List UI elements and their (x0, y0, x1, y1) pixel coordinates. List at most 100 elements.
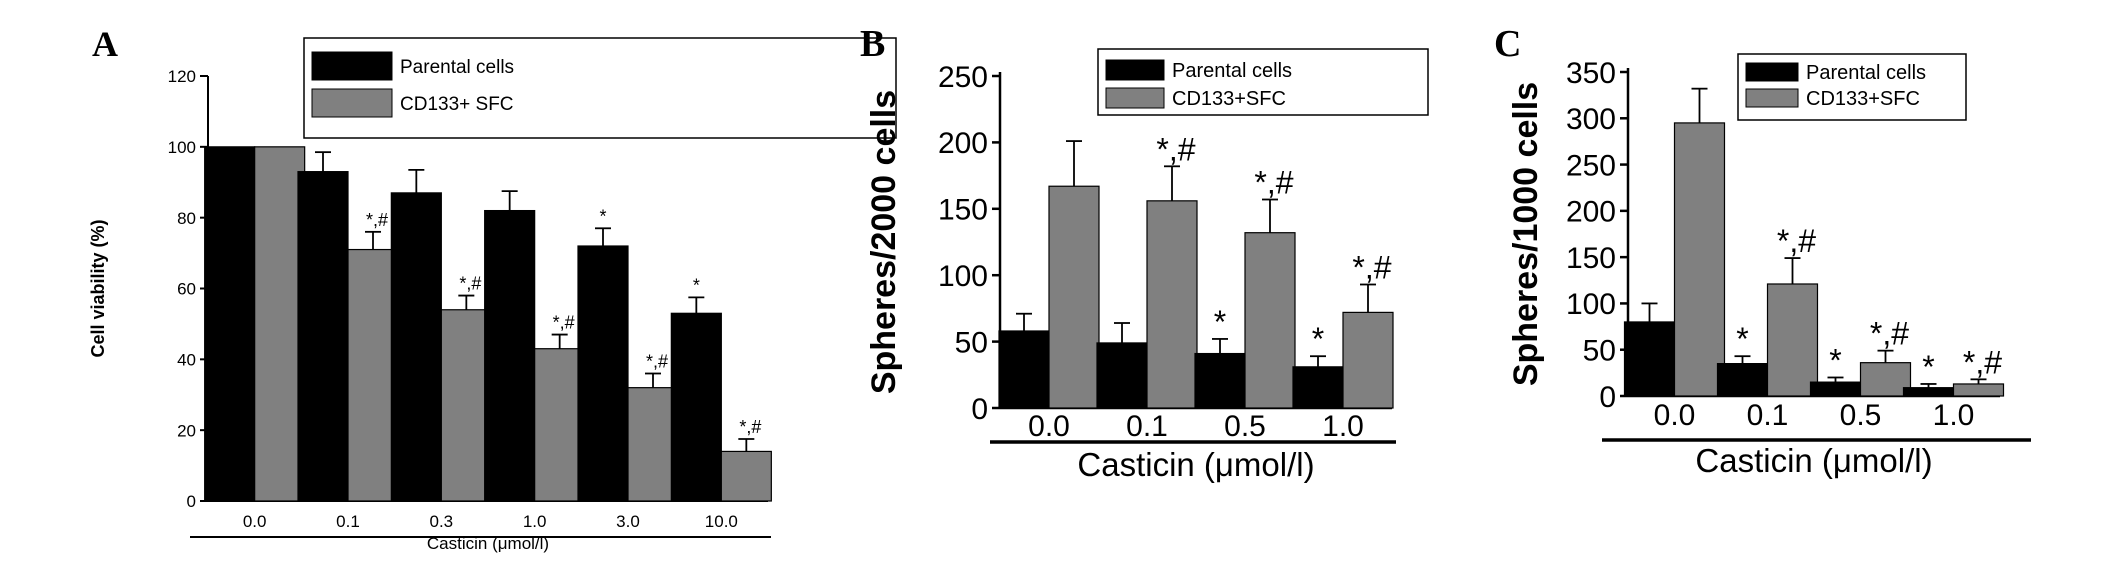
bar-parental-cells (1716, 363, 1769, 397)
legend-label: CD133+SFC (1806, 88, 1920, 110)
y-tick-label: 100 (1566, 288, 1616, 321)
legend-label: Parental cells (1172, 60, 1292, 82)
bar-parental-cells (297, 171, 349, 502)
significance-label: *,# (1156, 131, 1195, 167)
y-axis-label: Spheres/1000 cells (1507, 82, 1545, 386)
x-axis-label: Casticin (μmol/l) (1077, 446, 1314, 483)
bar-parental-cells (998, 330, 1050, 409)
significance-label: *,# (739, 417, 761, 437)
significance-label: *,# (459, 274, 481, 294)
significance-label: * (1829, 342, 1841, 378)
bar-cd133-sfc (1244, 232, 1296, 409)
legend-label: Parental cells (400, 57, 514, 78)
bar-cd133-sfc (1048, 185, 1100, 409)
x-tick-label: 0.0 (1654, 399, 1696, 432)
legend-swatch (311, 88, 393, 118)
legend-swatch (1105, 87, 1165, 109)
significance-label: *,# (646, 352, 668, 372)
bar-parental-cells (390, 192, 442, 502)
legend-label: Parental cells (1806, 62, 1926, 84)
significance-label: *,# (1870, 316, 1909, 352)
y-tick-label: 0 (1599, 381, 1616, 414)
legend-swatch (1105, 59, 1165, 81)
panel-letter: C (1494, 23, 1521, 65)
chart-panel-b: B 0 50 100 150 200 250 Spheres/2000 cells 0.0 0.1… (860, 23, 1429, 483)
legend-label: CD133+ SFC (400, 94, 514, 115)
bar-parental-cells (1902, 387, 1955, 397)
legend-swatch (1745, 88, 1799, 108)
significance-label: * (1736, 321, 1748, 357)
y-tick-label: 80 (177, 209, 196, 228)
y-tick-label: 60 (177, 280, 196, 299)
bar-cd133-sfc (1146, 200, 1198, 409)
x-tick-label: 0.1 (1747, 399, 1789, 432)
significance-label: *,# (1777, 223, 1816, 259)
significance-label: * (599, 206, 606, 226)
significance-label: *,# (1963, 344, 2002, 380)
y-tick-label: 120 (168, 67, 196, 86)
legend-box (303, 37, 897, 139)
x-tick-label: 0.1 (1126, 410, 1168, 443)
y-tick-label: 0 (971, 393, 988, 426)
x-tick-label: 1.0 (1933, 399, 1975, 432)
y-tick-label: 40 (177, 350, 196, 369)
x-tick-label: 0.0 (1028, 410, 1070, 443)
bar-cd133-sfc (254, 146, 306, 502)
x-tick-label: 10.0 (705, 512, 738, 531)
bar-parental-cells (670, 312, 722, 502)
panel-letter: A (92, 24, 118, 64)
bar-parental-cells (1096, 342, 1148, 409)
x-tick-label: 0.5 (1840, 399, 1882, 432)
y-tick-label: 150 (938, 194, 988, 227)
bar-cd133-sfc (440, 309, 492, 502)
y-tick-label: 50 (955, 326, 988, 359)
y-tick-label: 300 (1566, 103, 1616, 136)
bar-cd133-sfc (347, 248, 399, 502)
y-tick-label: 150 (1566, 242, 1616, 275)
bar-parental-cells (1194, 352, 1246, 409)
legend-label: CD133+SFC (1172, 88, 1286, 110)
bar-parental-cells (1623, 321, 1676, 397)
chart-panel-c: C 0 50 100 150 200 250 300 350 Spheres/1000 cells… (1494, 23, 2031, 479)
y-tick-label: 250 (938, 61, 988, 94)
bar-cd133-sfc (534, 348, 586, 502)
x-tick-label: 0.0 (243, 512, 267, 531)
y-tick-label: 200 (938, 127, 988, 160)
significance-label: *,# (366, 210, 388, 230)
chart-panel-a: A 0 20 40 60 80 100 120 Cell viability (%) 0.0 0.1… (88, 24, 897, 553)
bar-parental-cells (484, 209, 536, 502)
x-tick-label: 1.0 (1322, 410, 1364, 443)
y-axis-label: Spheres/2000 cells (865, 90, 903, 394)
bar-parental-cells (1809, 381, 1862, 397)
y-tick-label: 0 (187, 492, 196, 511)
y-tick-label: 20 (177, 421, 196, 440)
bar-cd133-sfc (1859, 362, 1912, 397)
significance-label: * (1312, 321, 1324, 357)
panel-letter: B (860, 23, 885, 65)
x-tick-label: 0.1 (336, 512, 360, 531)
x-tick-label: 0.3 (430, 512, 454, 531)
bar-cd133-sfc (720, 450, 772, 502)
bar-cd133-sfc (1673, 122, 1726, 397)
y-tick-label: 200 (1566, 196, 1616, 229)
x-axis-label: Casticin (μmol/l) (427, 534, 549, 553)
y-axis-label: Cell viability (%) (88, 219, 108, 357)
y-tick-label: 250 (1566, 149, 1616, 182)
x-tick-label: 0.5 (1224, 410, 1266, 443)
y-tick-label: 50 (1583, 335, 1616, 368)
x-axis-label: Casticin (μmol/l) (1695, 442, 1932, 479)
x-tick-label: 1.0 (523, 512, 547, 531)
significance-label: * (1214, 304, 1226, 340)
significance-label: * (1922, 349, 1934, 385)
bar-parental-cells (1292, 366, 1344, 409)
legend-swatch (311, 51, 393, 81)
bar-cd133-sfc (1952, 383, 2005, 397)
significance-label: *,# (1254, 165, 1293, 201)
bar-cd133-sfc (1766, 283, 1819, 397)
significance-label: *,# (1352, 249, 1391, 285)
legend-swatch (1745, 62, 1799, 82)
bar-parental-cells (577, 245, 629, 502)
y-tick-label: 100 (938, 260, 988, 293)
y-tick-label: 100 (168, 138, 196, 157)
